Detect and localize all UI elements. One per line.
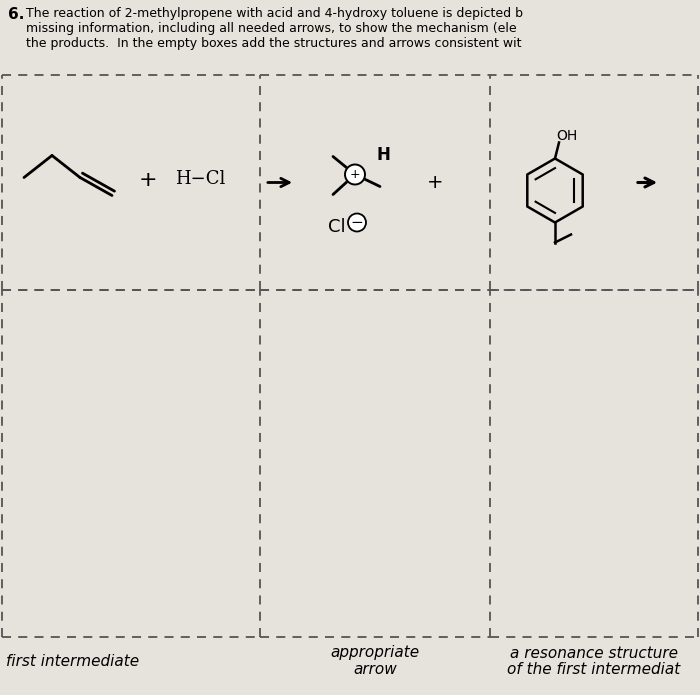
Text: H−Cl: H−Cl	[175, 170, 225, 188]
Text: a resonance structure: a resonance structure	[510, 646, 678, 660]
Text: first intermediate: first intermediate	[6, 653, 139, 669]
Text: +: +	[427, 173, 443, 192]
Circle shape	[348, 213, 366, 231]
Text: appropriate: appropriate	[330, 646, 419, 660]
Text: OH: OH	[556, 129, 577, 143]
Text: +: +	[350, 168, 360, 181]
Text: +: +	[139, 170, 158, 190]
Text: arrow: arrow	[353, 662, 397, 676]
Text: −: −	[351, 215, 363, 230]
Text: missing information, including all needed arrows, to show the mechanism (ele: missing information, including all neede…	[26, 22, 517, 35]
Text: of the first intermediat: of the first intermediat	[508, 662, 680, 676]
Text: the products.  In the empty boxes add the structures and arrows consistent wit: the products. In the empty boxes add the…	[26, 37, 522, 50]
Text: Cl: Cl	[328, 218, 346, 236]
Text: H: H	[376, 145, 390, 163]
Text: 6.: 6.	[8, 7, 25, 22]
Circle shape	[345, 165, 365, 184]
Text: The reaction of 2-methylpropene with acid and 4-hydroxy toluene is depicted b: The reaction of 2-methylpropene with aci…	[26, 7, 523, 20]
